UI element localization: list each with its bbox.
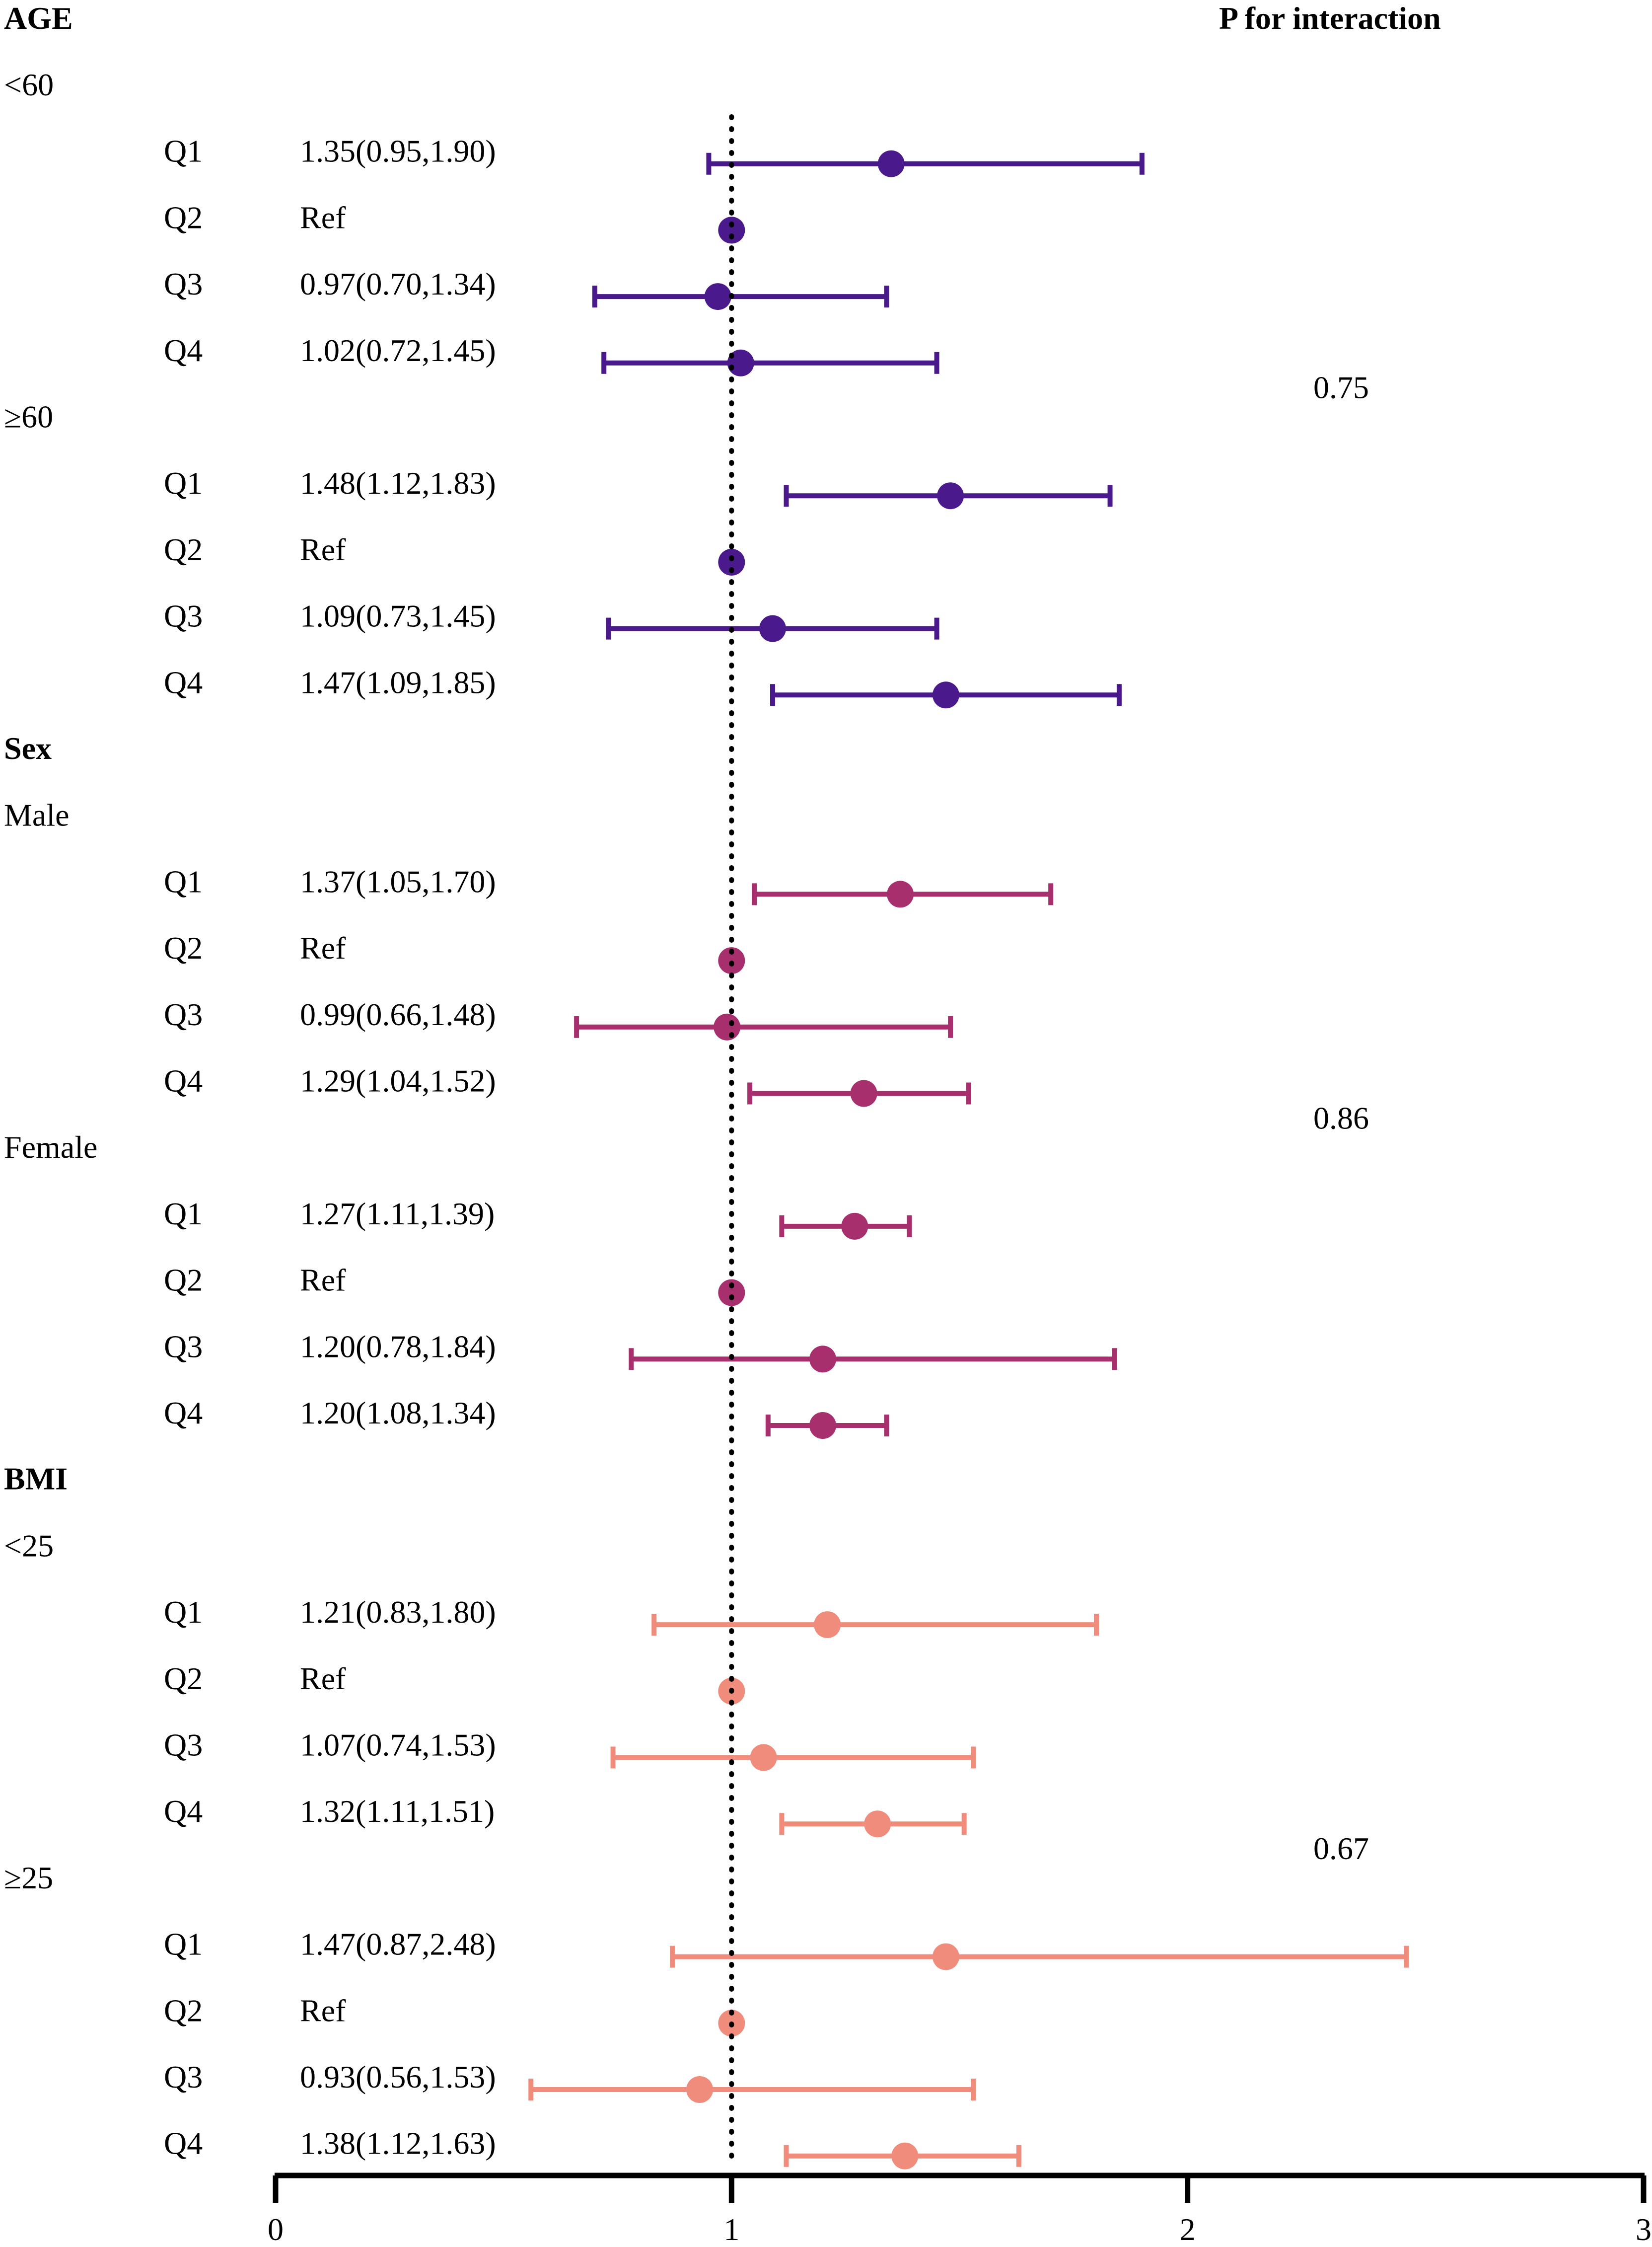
- section-label-sex: Sex: [4, 731, 52, 766]
- estimate-label: 1.07(0.74,1.53): [300, 1727, 496, 1763]
- quartile-label: Q2: [164, 200, 203, 235]
- x-tick-label: 0: [268, 2212, 284, 2247]
- estimate-label: Ref: [300, 1263, 346, 1298]
- estimate-label: 1.47(0.87,2.48): [300, 1927, 496, 1962]
- estimate-label: 1.02(0.72,1.45): [300, 333, 496, 368]
- estimate-label: 1.47(1.09,1.85): [300, 665, 496, 700]
- estimate-label: Ref: [300, 1661, 346, 1696]
- point-estimate: [809, 1412, 836, 1439]
- quartile-label: Q1: [164, 864, 203, 899]
- group-label: Male: [4, 798, 70, 833]
- point-estimate: [704, 283, 731, 310]
- point-estimate: [686, 2076, 714, 2103]
- p-interaction-value: 0.75: [1313, 370, 1369, 405]
- quartile-label: Q4: [164, 1063, 203, 1099]
- x-tick-label: 3: [1636, 2212, 1652, 2247]
- point-estimate: [809, 1346, 836, 1373]
- quartile-label: Q3: [164, 266, 203, 301]
- estimate-label: Ref: [300, 930, 346, 966]
- estimate-label: Ref: [300, 1993, 346, 2028]
- quartile-label: Q1: [164, 1594, 203, 1630]
- estimate-label: 0.99(0.66,1.48): [300, 997, 496, 1032]
- quartile-label: Q3: [164, 1727, 203, 1763]
- estimate-label: 1.32(1.11,1.51): [300, 1794, 495, 1829]
- point-estimate: [937, 482, 964, 510]
- quartile-label: Q4: [164, 333, 203, 368]
- estimate-label: 0.97(0.70,1.34): [300, 266, 496, 301]
- point-estimate: [841, 1212, 868, 1240]
- estimate-label: Ref: [300, 532, 346, 567]
- point-estimate: [932, 1943, 959, 1970]
- quartile-label: Q1: [164, 465, 203, 501]
- estimate-label: 1.20(1.08,1.34): [300, 1395, 496, 1430]
- quartile-label: Q2: [164, 1661, 203, 1696]
- point-estimate: [718, 1279, 745, 1306]
- estimate-label: 1.48(1.12,1.83): [300, 465, 496, 501]
- point-estimate: [759, 615, 786, 642]
- quartile-label: Q3: [164, 2059, 203, 2095]
- quartile-label: Q4: [164, 665, 203, 700]
- quartile-label: Q2: [164, 1263, 203, 1298]
- point-estimate: [714, 1013, 741, 1041]
- quartile-label: Q4: [164, 2126, 203, 2161]
- estimate-label: 1.29(1.04,1.52): [300, 1063, 496, 1099]
- point-estimate: [887, 881, 914, 908]
- point-estimate: [814, 1611, 841, 1639]
- estimate-label: 1.27(1.11,1.39): [300, 1196, 495, 1231]
- estimate-label: 1.21(0.83,1.80): [300, 1594, 496, 1630]
- estimate-label: 0.93(0.56,1.53): [300, 2059, 496, 2095]
- estimate-label: 1.38(1.12,1.63): [300, 2126, 496, 2161]
- quartile-label: Q2: [164, 532, 203, 567]
- point-estimate: [850, 1080, 877, 1107]
- p-interaction-value: 0.86: [1313, 1100, 1369, 1135]
- group-label: <60: [4, 67, 54, 102]
- quartile-label: Q2: [164, 930, 203, 966]
- quartile-label: Q2: [164, 1993, 203, 2028]
- p-interaction-value: 0.67: [1313, 1831, 1369, 1866]
- estimate-label: 1.35(0.95,1.90): [300, 134, 496, 169]
- group-label: Female: [4, 1129, 97, 1165]
- point-estimate: [877, 150, 905, 177]
- point-estimate: [718, 548, 745, 576]
- quartile-label: Q4: [164, 1395, 203, 1430]
- point-estimate: [718, 217, 745, 244]
- estimate-label: 1.37(1.05,1.70): [300, 864, 496, 899]
- estimate-label: 1.09(0.73,1.45): [300, 599, 496, 634]
- quartile-label: Q1: [164, 1196, 203, 1231]
- quartile-label: Q1: [164, 1927, 203, 1962]
- header-p-interaction: P for interaction: [1219, 0, 1441, 36]
- estimate-label: 1.20(0.78,1.84): [300, 1329, 496, 1364]
- x-tick-label: 1: [723, 2212, 739, 2247]
- point-estimate: [750, 1744, 777, 1771]
- quartile-label: Q4: [164, 1794, 203, 1829]
- plot-marks: <60 Q1 1.35(0.95,1.90) Q2 Ref Q3 0.97(0.70,1.3…: [4, 67, 1652, 2247]
- quartile-label: Q1: [164, 134, 203, 169]
- estimate-label: Ref: [300, 200, 346, 235]
- x-tick-label: 2: [1180, 2212, 1196, 2247]
- header-age: AGE: [4, 0, 73, 36]
- point-estimate: [864, 1810, 891, 1838]
- group-label: ≥60: [4, 399, 53, 435]
- point-estimate: [891, 2142, 919, 2170]
- section-label-bmi: BMI: [4, 1461, 68, 1497]
- quartile-label: Q3: [164, 1329, 203, 1364]
- quartile-label: Q3: [164, 599, 203, 634]
- quartile-label: Q3: [164, 997, 203, 1032]
- group-label: ≥25: [4, 1860, 53, 1895]
- point-estimate: [932, 681, 959, 709]
- group-label: <25: [4, 1528, 54, 1563]
